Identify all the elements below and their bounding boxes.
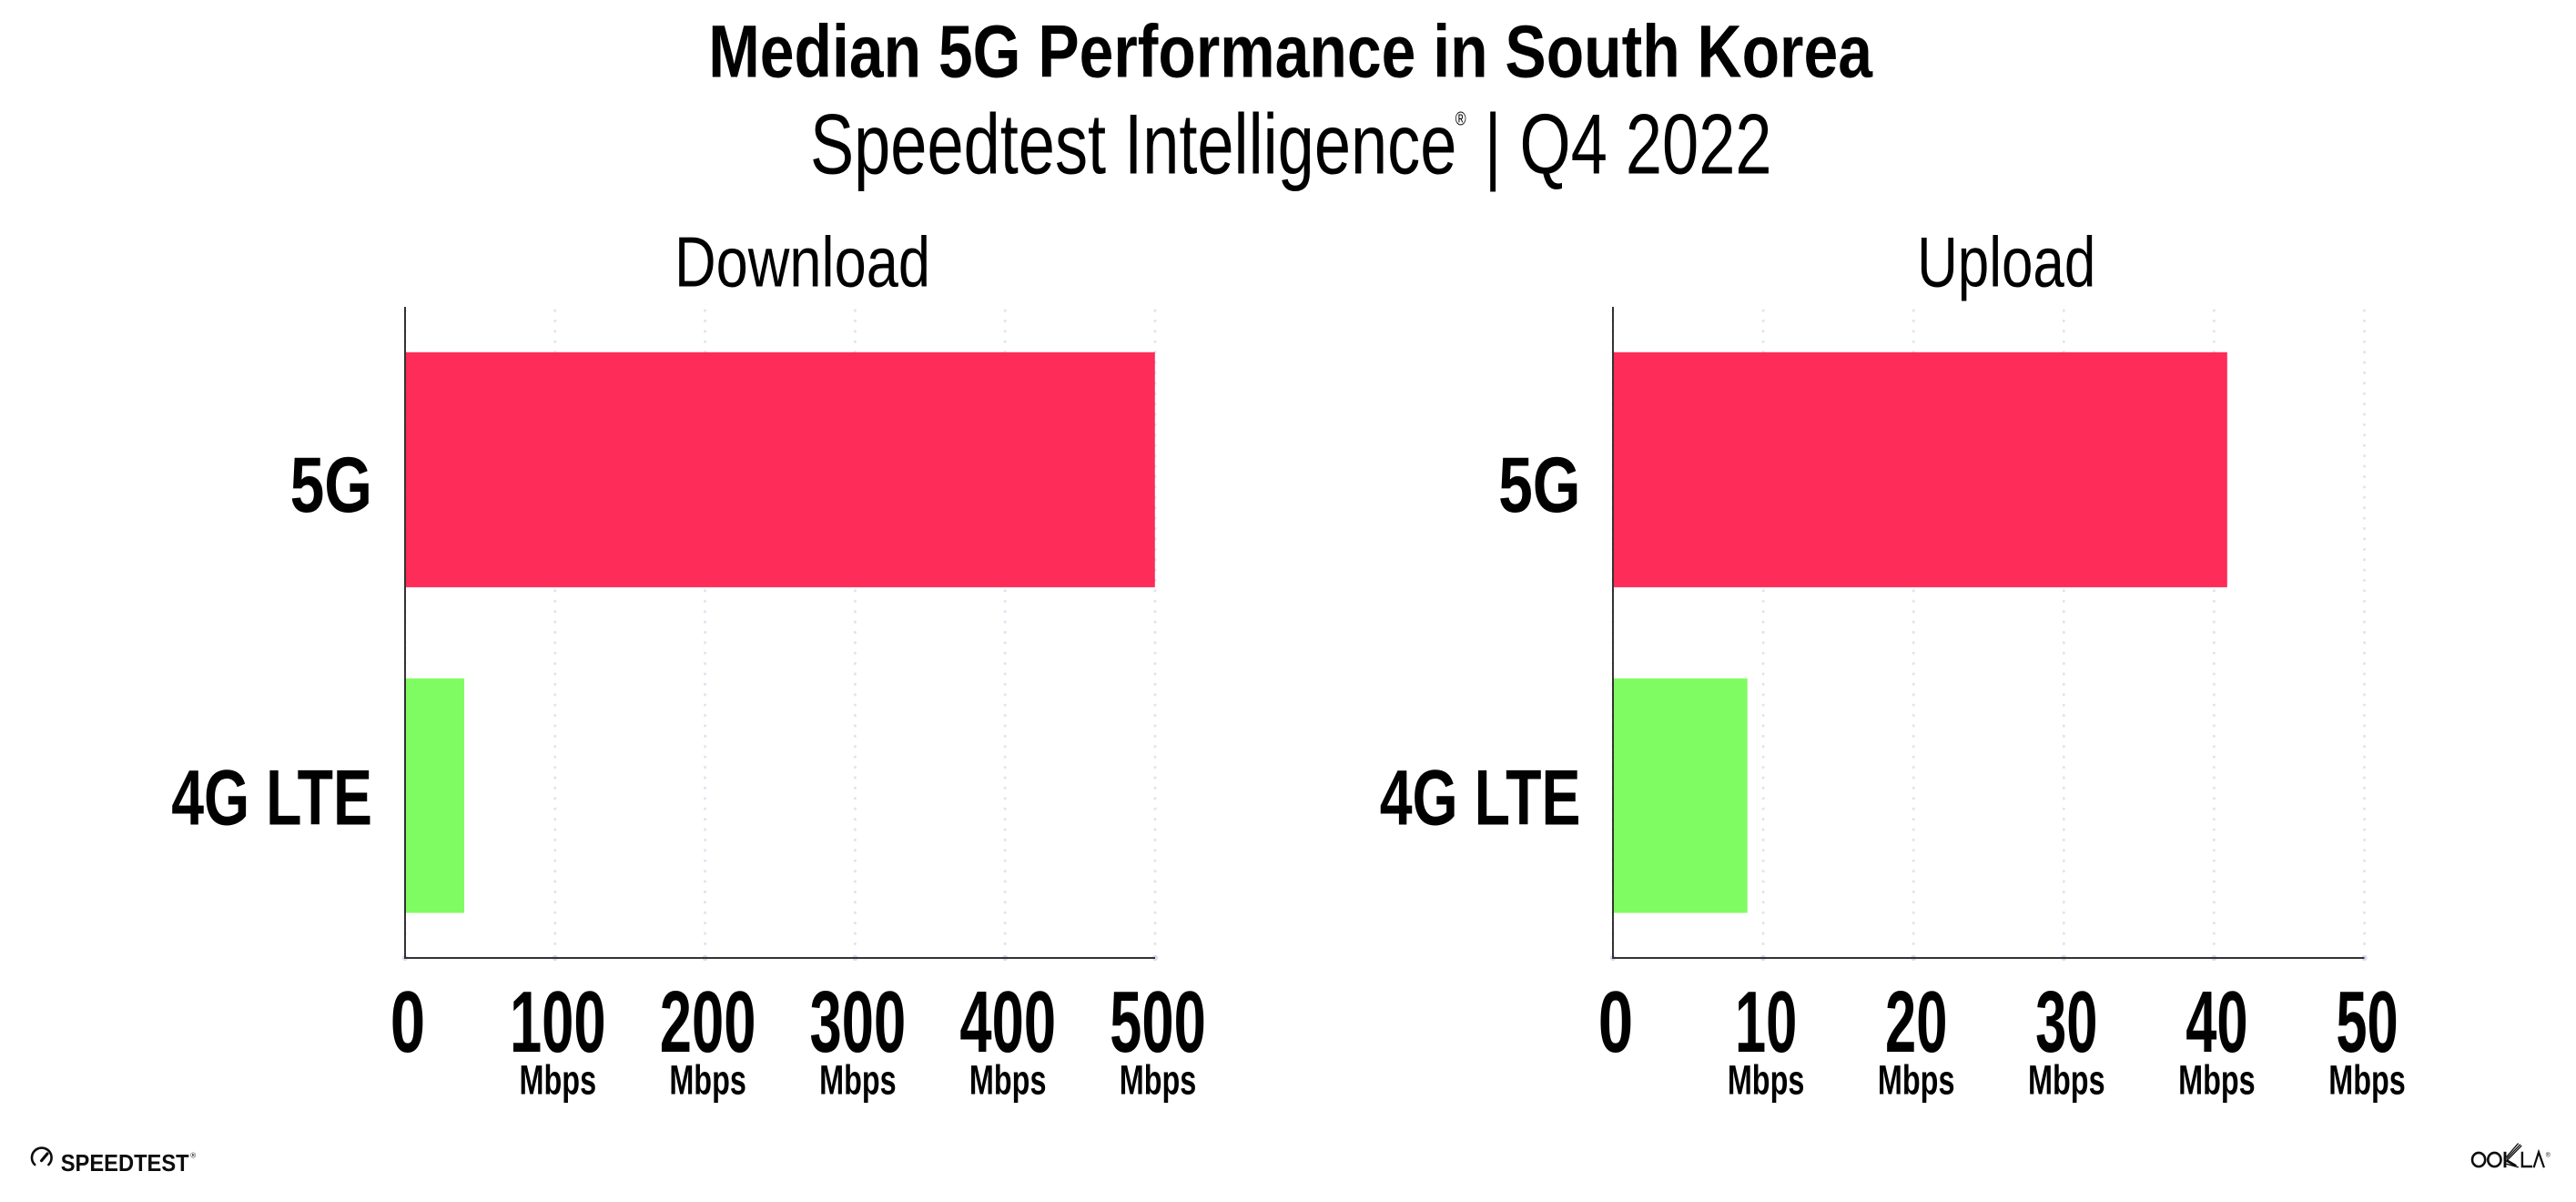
svg-text:Mbps: Mbps [2328, 1059, 2406, 1104]
svg-text:Mbps: Mbps [1878, 1059, 1955, 1104]
svg-text:Download: Download [674, 223, 930, 302]
svg-text:200: 200 [660, 973, 756, 1071]
svg-text:300: 300 [810, 973, 907, 1071]
svg-text:®: ® [190, 1152, 196, 1160]
svg-text:4G LTE: 4G LTE [171, 755, 372, 842]
svg-text:Mbps: Mbps [1728, 1059, 1805, 1104]
svg-text:Upload: Upload [1917, 221, 2095, 300]
svg-text:20: 20 [1885, 973, 1947, 1071]
svg-text:Mbps: Mbps [2028, 1059, 2105, 1104]
svg-text:Mbps: Mbps [520, 1059, 597, 1104]
svg-text:Mbps: Mbps [669, 1059, 746, 1104]
svg-text:10: 10 [1735, 973, 1797, 1071]
svg-text:Mbps: Mbps [1120, 1059, 1197, 1104]
svg-text:50: 50 [2336, 973, 2398, 1071]
svg-text:Speedtest Intelligence® | Q4 2: Speedtest Intelligence® | Q4 2022 [810, 96, 1772, 191]
svg-text:500: 500 [1110, 973, 1206, 1071]
svg-text:®: ® [2546, 1152, 2551, 1159]
svg-text:30: 30 [2035, 973, 2097, 1071]
svg-text:400: 400 [959, 973, 1056, 1071]
svg-text:Median 5G Performance in South: Median 5G Performance in South Korea [708, 10, 1873, 93]
svg-text:0: 0 [390, 973, 425, 1071]
svg-text:Mbps: Mbps [819, 1059, 897, 1104]
svg-text:100: 100 [510, 973, 606, 1071]
svg-text:40: 40 [2186, 973, 2247, 1071]
svg-text:5G: 5G [290, 442, 372, 529]
svg-text:4G LTE: 4G LTE [1380, 755, 1581, 842]
svg-text:0: 0 [1598, 973, 1633, 1071]
svg-text:5G: 5G [1498, 442, 1580, 529]
svg-text:Mbps: Mbps [2178, 1059, 2256, 1104]
svg-text:Mbps: Mbps [969, 1059, 1047, 1104]
svg-text:SPEEDTEST: SPEEDTEST [61, 1150, 189, 1177]
